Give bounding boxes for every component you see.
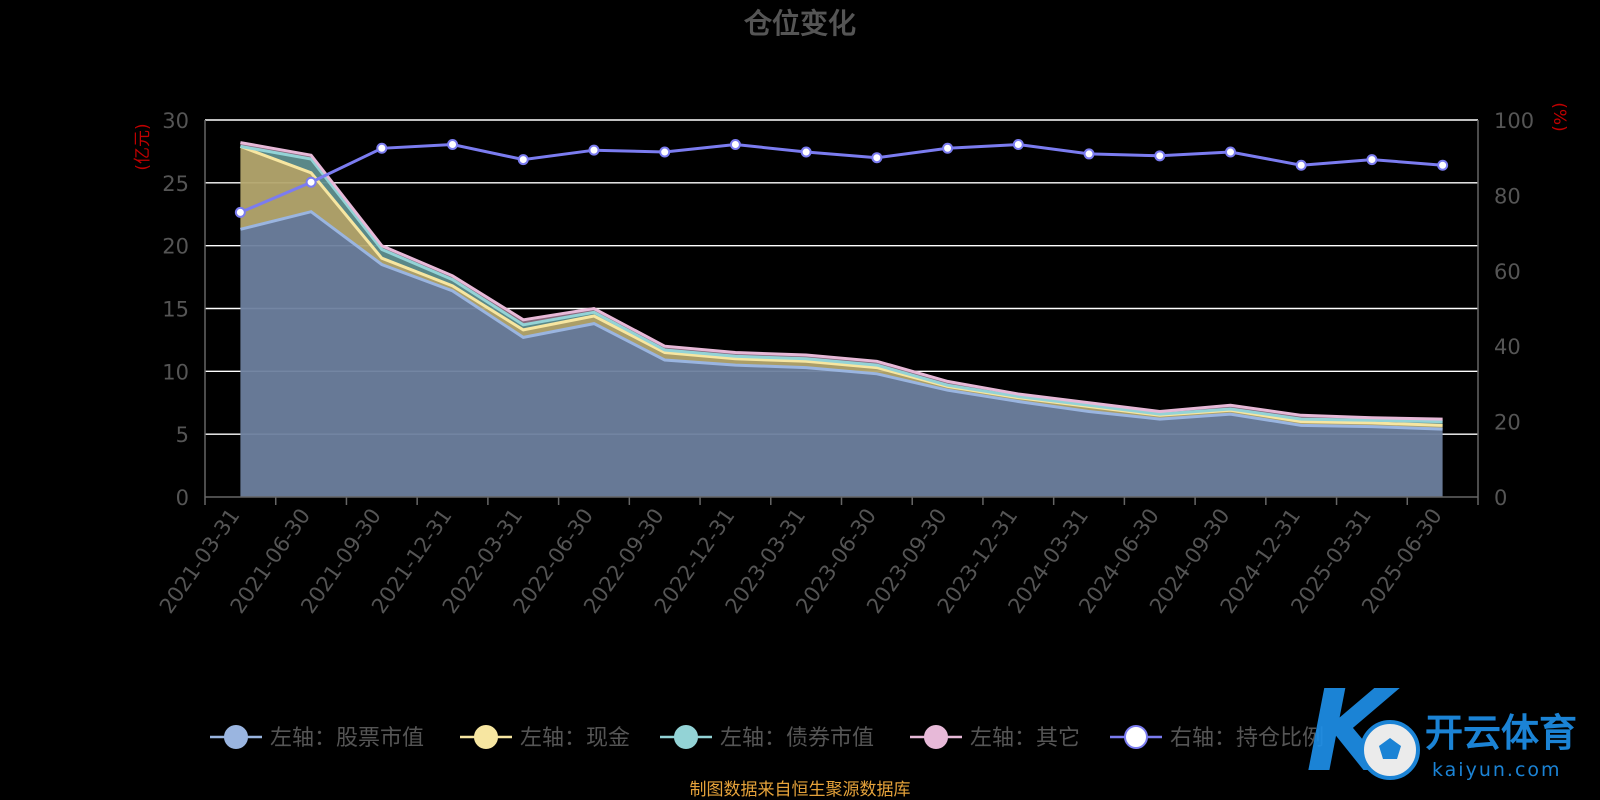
ratio-point	[305, 176, 317, 188]
watermark-logo: K 开云体育 kaiyun.com	[1306, 667, 1577, 797]
ratio-point	[1154, 150, 1166, 162]
legend-swatch	[924, 725, 948, 749]
stacked-lines	[239, 141, 1443, 431]
legend-swatch	[674, 725, 698, 749]
left-tick-label: 15	[162, 298, 189, 322]
legend-item[interactable]: 右轴：持仓比例	[1110, 725, 1324, 751]
ratio-point	[1224, 146, 1236, 158]
right-tick-label: 40	[1494, 335, 1521, 359]
legend-label: 左轴：其它	[970, 726, 1080, 751]
ratio-point	[800, 146, 812, 158]
ratio-point	[1012, 139, 1024, 151]
ratio-point	[871, 152, 883, 164]
ratio-point	[1295, 159, 1307, 171]
legend[interactable]: 左轴：股票市值 左轴：现金 左轴：债券市值 左轴：其它 右轴：持仓比例	[210, 725, 1324, 751]
legend-item[interactable]: 左轴：债券市值	[660, 725, 874, 751]
left-tick-label: 20	[162, 235, 189, 259]
legend-swatch	[1124, 725, 1148, 749]
ratio-point	[942, 142, 954, 154]
legend-item[interactable]: 左轴：其它	[910, 725, 1080, 751]
chart-title: 仓位变化	[744, 7, 856, 40]
ratio-line-series	[234, 139, 1449, 218]
legend-label: 左轴：现金	[520, 726, 630, 751]
ratio-point	[376, 142, 388, 154]
legend-label: 左轴：股票市值	[270, 726, 424, 751]
legend-swatch	[474, 725, 498, 749]
ratio-point	[1437, 159, 1449, 171]
left-tick-label: 0	[176, 486, 189, 510]
ratio-point	[1083, 148, 1095, 160]
ratio-point	[447, 139, 459, 151]
ratio-line	[239, 142, 1443, 214]
area-line-左轴：股票市值	[240, 210, 1443, 431]
legend-label: 右轴：持仓比例	[1170, 726, 1324, 751]
watermark-brand: 开云体育	[1425, 711, 1577, 755]
source-note: 制图数据来自恒生聚源数据库	[690, 780, 911, 800]
legend-swatch	[224, 725, 248, 749]
left-tick-label: 5	[176, 423, 189, 447]
right-tick-label: 0	[1494, 486, 1507, 510]
right-tick-label: 80	[1494, 184, 1521, 208]
ratio-point	[1366, 154, 1378, 166]
ratio-point	[659, 146, 671, 158]
left-tick-label: 30	[162, 109, 189, 133]
watermark-url: kaiyun.com	[1432, 759, 1562, 781]
area-line-左轴：债券市值	[240, 144, 1443, 424]
right-tick-label: 20	[1494, 411, 1521, 435]
left-tick-label: 10	[162, 360, 189, 384]
right-tick-label: 100	[1494, 109, 1534, 133]
legend-label: 左轴：债券市值	[720, 726, 874, 751]
ratio-point	[234, 206, 246, 218]
left-axis-unit: (亿元)	[133, 123, 153, 170]
left-tick-label: 25	[162, 172, 189, 196]
ratio-point	[517, 154, 529, 166]
legend-item[interactable]: 左轴：股票市值	[210, 725, 424, 751]
ratio-point	[588, 144, 600, 156]
right-tick-label: 60	[1494, 260, 1521, 284]
area-左轴：股票市值	[240, 211, 1443, 497]
area-line-左轴：其它	[240, 141, 1443, 421]
stacked-areas	[240, 142, 1443, 497]
right-axis-unit: (%)	[1549, 102, 1569, 131]
ratio-point	[729, 139, 741, 151]
legend-item[interactable]: 左轴：现金	[460, 725, 630, 751]
